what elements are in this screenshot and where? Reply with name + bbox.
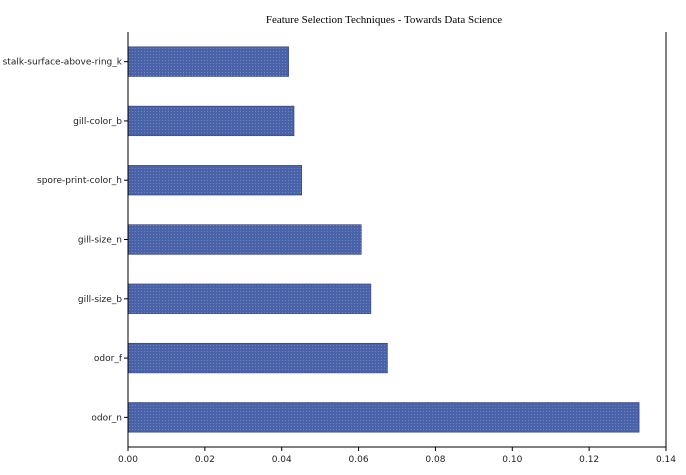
bar-gill-size_b bbox=[127, 283, 372, 314]
x-tick-label: 0.12 bbox=[579, 455, 599, 465]
y-tick-label: spore-print-color_h bbox=[37, 176, 122, 186]
x-tick-label: 0.00 bbox=[118, 455, 138, 465]
chart-title: Feature Selection Techniques - Towards D… bbox=[266, 14, 502, 26]
x-tick-label: 0.06 bbox=[349, 455, 369, 465]
y-tick-label: stalk-surface-above-ring_k bbox=[3, 58, 123, 68]
y-tick-label: gill-color_b bbox=[73, 117, 122, 127]
y-tick-label: gill-size_b bbox=[78, 295, 122, 305]
x-tick-label: 0.14 bbox=[656, 455, 676, 465]
bar-odor_f bbox=[127, 342, 388, 374]
bar-spore-print-color_h bbox=[127, 165, 302, 196]
y-tick-label: gill-size_n bbox=[78, 236, 122, 246]
x-tick-label: 0.02 bbox=[195, 455, 215, 465]
y-tick-label: odor_f bbox=[94, 354, 123, 364]
bar-odor_n bbox=[127, 402, 640, 433]
x-tick-label: 0.04 bbox=[272, 455, 292, 465]
bar-stalk-surface-above-ring_k bbox=[127, 46, 289, 77]
x-tick-label: 0.10 bbox=[502, 455, 522, 465]
plot-area: odor_n odor_f gill-size_b gill-size_n spore-… bbox=[3, 32, 676, 465]
bar-gill-size_n bbox=[127, 224, 362, 255]
bar-gill-color_b bbox=[127, 105, 295, 137]
x-tick-label: 0.08 bbox=[425, 455, 445, 465]
y-tick-label: odor_n bbox=[91, 413, 122, 423]
